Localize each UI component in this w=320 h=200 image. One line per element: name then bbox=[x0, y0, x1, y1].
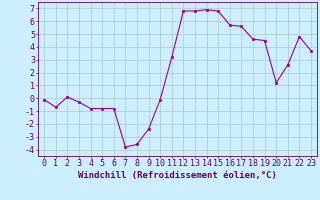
X-axis label: Windchill (Refroidissement éolien,°C): Windchill (Refroidissement éolien,°C) bbox=[78, 171, 277, 180]
